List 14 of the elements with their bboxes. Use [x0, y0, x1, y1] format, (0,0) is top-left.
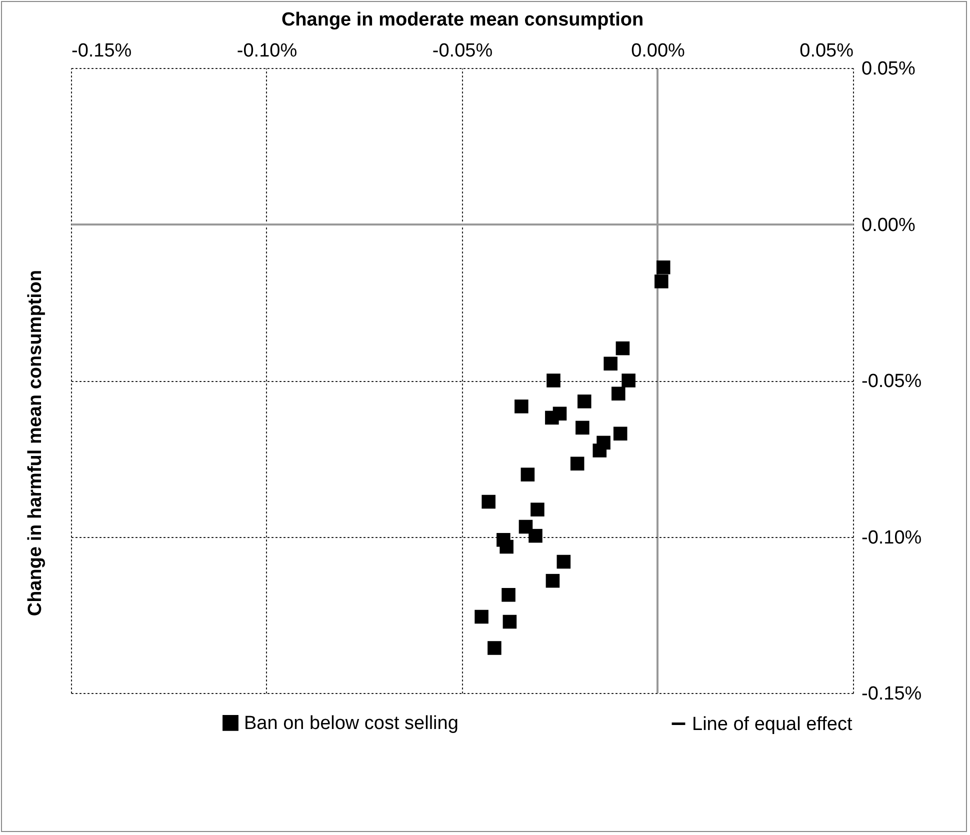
x-tick-label: 0.00%	[631, 40, 686, 62]
x-axis-title: Change in moderate mean consumption	[281, 10, 644, 30]
x-tick-label: -0.05%	[432, 40, 493, 62]
x-tick-label: -0.10%	[236, 40, 298, 62]
y-axis-title: Change in harmful mean consumption	[25, 270, 47, 616]
y-tick-label: -0.15%	[862, 684, 922, 704]
y-tick-label: -0.10%	[862, 527, 922, 548]
x-tick-label: -0.15%	[72, 40, 132, 62]
legend-label: Line of equal effect	[692, 714, 853, 735]
legend-label: Ban on below cost selling	[244, 712, 458, 734]
x-tick-label: 0.05%	[800, 40, 854, 62]
y-tick-label: 0.00%	[862, 214, 916, 236]
y-tick-label: 0.05%	[862, 58, 916, 80]
y-tick-label: -0.05%	[862, 371, 922, 392]
